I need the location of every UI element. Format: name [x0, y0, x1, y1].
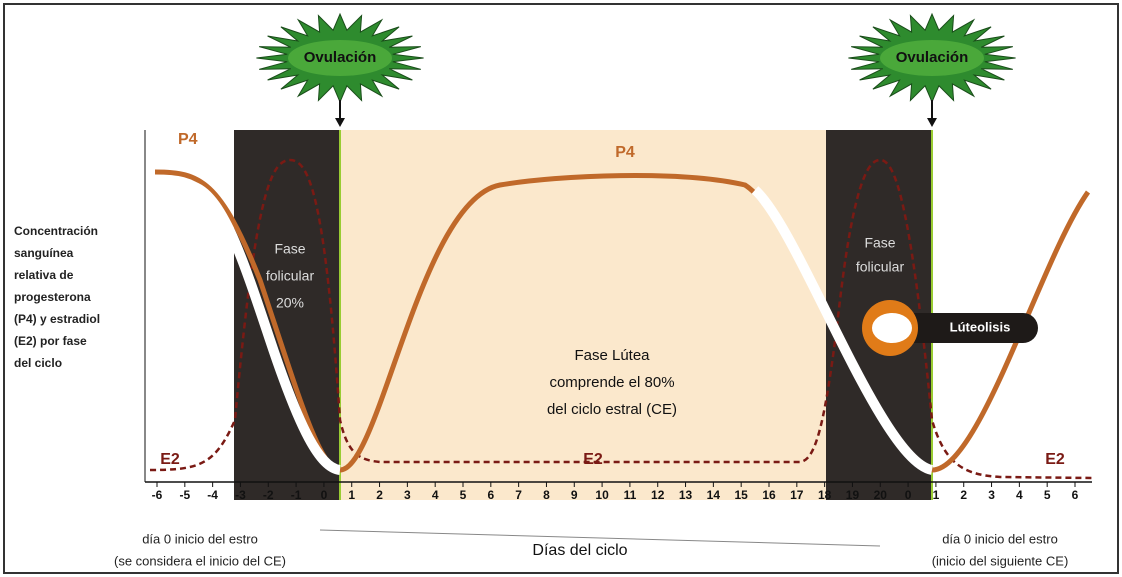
- luteal-area: [340, 130, 826, 500]
- x-tick-label: 9: [571, 488, 578, 502]
- x-tick-label: 4: [432, 488, 439, 502]
- luteal-label: Fase Lútea: [574, 347, 650, 364]
- note-line: [319, 529, 881, 547]
- x-tick-label: 17: [790, 488, 804, 502]
- x-tick-label: 10: [595, 488, 609, 502]
- x-tick-label: 3: [988, 488, 995, 502]
- x-tick-label: 20: [874, 488, 888, 502]
- y-axis-label: relativa de: [14, 268, 74, 282]
- x-tick-label: 0: [905, 488, 912, 502]
- luteal-label: del ciclo estral (CE): [547, 401, 677, 418]
- p4-label: P4: [615, 144, 635, 161]
- note-right: (inicio del siguiente CE): [932, 553, 1069, 568]
- y-axis-label: sanguínea: [14, 246, 74, 260]
- e2-label: E2: [583, 451, 603, 468]
- x-tick-label: 6: [487, 488, 494, 502]
- note-left: (se considera el inicio del CE): [114, 553, 286, 568]
- x-tick-label: 4: [1016, 488, 1023, 502]
- note-left: día 0 inicio del estro: [142, 531, 258, 546]
- p4-curve: [154, 169, 1091, 473]
- x-tick-label: 16: [762, 488, 776, 502]
- x-tick-label: 2: [960, 488, 967, 502]
- follicular-label: folicular: [266, 268, 315, 284]
- p4-decline: [751, 186, 934, 475]
- ovulation-label: Ovulación: [304, 49, 377, 66]
- x-tick-label: 5: [1044, 488, 1051, 502]
- y-axis-label: del ciclo: [14, 356, 62, 370]
- follicular-label: 20%: [276, 295, 304, 311]
- badge-bg: [880, 313, 1038, 343]
- badge-dot: [872, 313, 912, 343]
- luteolysis-badge: Lúteolisis: [862, 300, 1038, 356]
- x-tick-label: 6: [1072, 488, 1079, 502]
- follicular-label: Fase: [274, 241, 305, 257]
- x-tick-label: 7: [515, 488, 522, 502]
- x-tick-label: 0: [321, 488, 328, 502]
- ovulation-core: [288, 40, 392, 76]
- x-tick-label: 3: [404, 488, 411, 502]
- follicular-label: folicular: [856, 259, 905, 275]
- arrow-head: [927, 118, 937, 127]
- x-tick-label: 18: [818, 488, 832, 502]
- p4-decline: [186, 180, 342, 475]
- note-right: día 0 inicio del estro: [942, 531, 1058, 546]
- p4-label: P4: [178, 131, 198, 148]
- x-tick-label: 2: [376, 488, 383, 502]
- y-axis-label: (P4) y estradiol: [14, 312, 100, 326]
- x-tick-label: 5: [460, 488, 467, 502]
- follicular-label: Fase: [864, 235, 895, 251]
- ovulation-label: Ovulación: [896, 49, 969, 66]
- x-tick-label: 1: [933, 488, 940, 502]
- x-tick-label: 19: [846, 488, 860, 502]
- x-tick-label: -1: [291, 488, 302, 502]
- x-tick-label: -5: [179, 488, 190, 502]
- arrow-head: [335, 118, 345, 127]
- ovulation-core: [880, 40, 984, 76]
- x-tick-label: 8: [543, 488, 550, 502]
- luteal-label: comprende el 80%: [549, 374, 674, 391]
- e2-label: E2: [160, 451, 180, 468]
- x-tick-label: -2: [263, 488, 274, 502]
- x-tick-label: 11: [624, 488, 637, 502]
- x-tick-label: 13: [679, 488, 693, 502]
- x-tick-label: 15: [735, 488, 749, 502]
- x-tick-label: -4: [207, 488, 218, 502]
- x-axis-title: Días del ciclo: [532, 542, 627, 559]
- x-tick-label: 14: [707, 488, 721, 502]
- y-axis-label: Concentración: [14, 224, 98, 238]
- y-axis-label: (E2) por fase: [14, 334, 87, 348]
- e2-label: E2: [1045, 451, 1065, 468]
- x-tick-label: -3: [235, 488, 246, 502]
- x-tick-label: 1: [348, 488, 355, 502]
- x-tick-label: 12: [651, 488, 665, 502]
- follicular-band: [234, 130, 340, 500]
- x-tick-label: -6: [152, 488, 163, 502]
- e2-curve: [149, 158, 1093, 480]
- luteolysis-label: Lúteolisis: [950, 319, 1011, 334]
- y-axis-label: progesterona: [14, 290, 91, 304]
